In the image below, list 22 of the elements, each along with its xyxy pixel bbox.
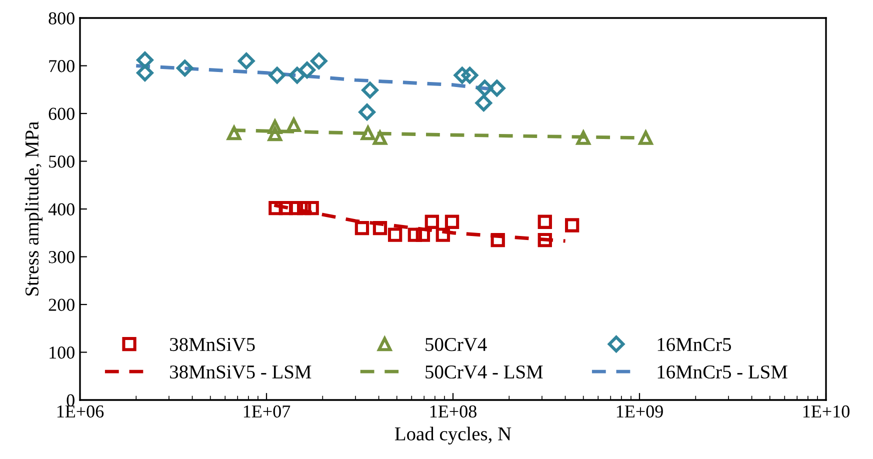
y-tick-label: 400 (48, 203, 74, 216)
x-tick-label: 1E+06 (57, 405, 104, 418)
x-tick-label: 1E+07 (244, 405, 290, 418)
x-tick-label: 1E+10 (803, 405, 850, 418)
legend-label: 38MnSiV5 (170, 338, 255, 352)
legend-label: 16MnCr5 - LSM (658, 365, 788, 379)
y-axis-title: Stress amplitude, MPa (24, 122, 42, 296)
legend-label: 16MnCr5 (658, 338, 731, 352)
legend-label: 38MnSiV5 - LSM (170, 365, 312, 379)
legend-label: 50CrV4 - LSM (426, 365, 543, 379)
y-tick-label: 300 (48, 251, 74, 264)
y-tick-label: 500 (49, 156, 74, 168)
y-tick-label: 0 (66, 394, 74, 406)
legend-label: 50CrV4 (426, 338, 487, 352)
x-tick-label: 1E+08 (430, 405, 476, 418)
y-tick-label: 600 (48, 108, 74, 120)
y-tick-label: 800 (48, 12, 74, 24)
x-tick-label: 1E+09 (616, 405, 663, 418)
y-tick-label: 700 (49, 60, 74, 72)
y-tick-label: 200 (48, 298, 74, 311)
y-tick-label: 100 (50, 346, 74, 359)
x-axis-title: Load cycles, N (394, 426, 512, 444)
